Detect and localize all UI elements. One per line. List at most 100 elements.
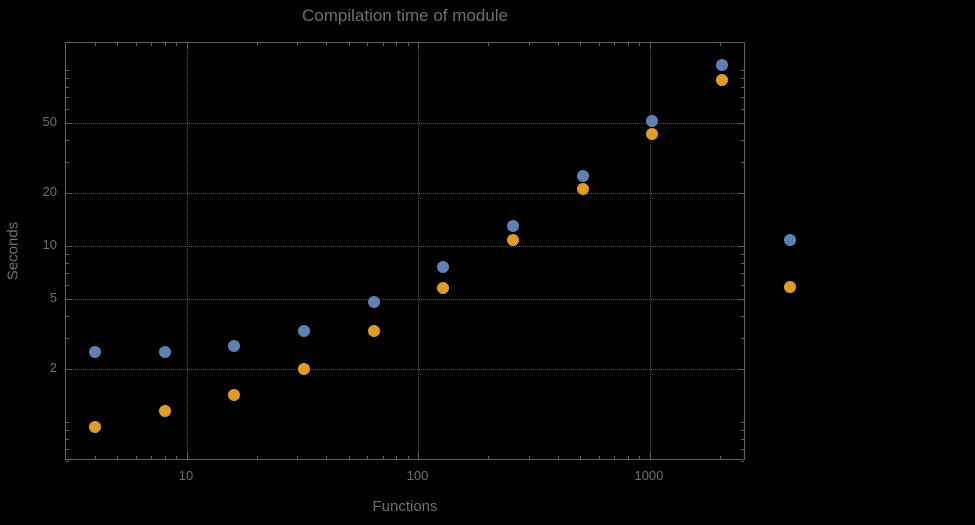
x-tick-mark	[382, 456, 384, 459]
y-tick-mark	[66, 298, 72, 300]
y-tick-mark	[738, 122, 744, 124]
data-point-series-2-orange	[506, 233, 519, 246]
x-tick-mark	[557, 456, 559, 459]
x-tick-mark	[348, 43, 350, 46]
x-tick-mark	[598, 456, 600, 459]
y-tick-mark	[66, 449, 69, 451]
y-tick-mark	[741, 69, 744, 71]
data-point-series-2-orange	[437, 281, 450, 294]
x-tick-mark	[488, 456, 490, 459]
y-tick-mark	[66, 108, 69, 110]
data-point-series-1-blue	[437, 260, 450, 273]
y-tick-mark	[66, 273, 69, 275]
x-tick-mark	[418, 453, 420, 459]
x-tick-mark	[326, 456, 328, 459]
data-point-series-1-blue	[367, 295, 380, 308]
y-tick-mark	[66, 253, 69, 255]
x-tick-mark	[151, 456, 153, 459]
y-tick-label: 20	[42, 183, 57, 199]
x-tick-label: 1000	[634, 468, 664, 483]
x-tick-mark	[117, 456, 119, 459]
x-tick-mark	[94, 43, 96, 46]
x-tick-mark	[528, 43, 530, 46]
y-tick-mark	[741, 139, 744, 141]
x-tick-mark	[407, 43, 409, 46]
x-tick-mark	[297, 43, 299, 46]
gridline-horizontal	[66, 122, 744, 124]
y-tick-mark	[738, 192, 744, 194]
x-tick-mark	[528, 456, 530, 459]
data-point-series-2-orange	[158, 405, 171, 418]
x-tick-mark	[396, 43, 398, 46]
y-tick-mark	[66, 86, 69, 88]
x-tick-mark	[639, 456, 641, 459]
x-tick-mark	[614, 456, 616, 459]
y-tick-mark	[741, 449, 744, 451]
y-tick-mark	[741, 284, 744, 286]
data-point-series-1-blue	[716, 58, 728, 71]
y-tick-mark	[741, 161, 744, 163]
y-tick-mark	[66, 262, 69, 264]
gridline-vertical	[187, 43, 189, 459]
y-tick-mark	[66, 368, 72, 370]
data-point-series-2-orange	[576, 183, 589, 196]
x-tick-mark	[348, 456, 350, 459]
y-tick-label: 5	[49, 289, 57, 305]
y-tick-mark	[741, 273, 744, 275]
x-tick-mark	[176, 43, 178, 46]
y-tick-mark	[66, 97, 69, 99]
x-tick-mark	[649, 43, 651, 49]
gridline-vertical	[418, 43, 420, 459]
x-tick-mark	[367, 43, 369, 46]
legend-marker-series-2	[784, 281, 796, 293]
data-point-series-1-blue	[228, 339, 241, 352]
x-tick-mark	[164, 43, 166, 46]
x-tick-mark	[627, 43, 629, 46]
y-tick-label: 50	[42, 113, 57, 129]
x-tick-mark	[367, 456, 369, 459]
y-tick-mark	[738, 298, 744, 300]
x-tick-mark	[187, 43, 189, 49]
gridline-horizontal	[66, 245, 744, 247]
y-tick-mark	[66, 315, 69, 317]
data-point-series-2-orange	[297, 362, 310, 375]
y-tick-mark	[66, 139, 69, 141]
x-tick-mark	[151, 43, 153, 46]
x-tick-mark	[135, 43, 137, 46]
y-tick-mark	[66, 284, 69, 286]
x-tick-mark	[117, 43, 119, 46]
x-tick-label: 10	[178, 468, 194, 483]
data-point-series-2-orange	[646, 128, 659, 141]
y-tick-mark	[741, 97, 744, 99]
y-tick-mark	[741, 253, 744, 255]
data-point-series-2-orange	[88, 420, 101, 433]
x-tick-mark	[256, 43, 258, 46]
x-tick-mark	[187, 453, 189, 459]
y-tick-mark	[738, 368, 744, 370]
y-tick-mark	[66, 245, 72, 247]
y-tick-mark	[741, 262, 744, 264]
x-tick-mark	[649, 453, 651, 459]
y-tick-mark	[741, 77, 744, 79]
data-point-series-1-blue	[506, 219, 519, 232]
x-tick-mark	[176, 456, 178, 459]
chart-title: Compilation time of module	[302, 6, 508, 25]
x-tick-mark	[580, 456, 582, 459]
x-tick-mark	[164, 456, 166, 459]
x-tick-mark	[418, 43, 420, 49]
y-tick-mark	[741, 429, 744, 431]
y-tick-mark	[66, 192, 72, 194]
y-tick-label: 10	[42, 236, 57, 252]
y-tick-mark	[741, 337, 744, 339]
y-tick-mark	[738, 245, 744, 247]
x-tick-mark	[639, 43, 641, 46]
y-tick-mark	[66, 421, 69, 423]
x-tick-mark	[614, 43, 616, 46]
x-tick-mark	[719, 456, 721, 459]
y-tick-mark	[741, 421, 744, 423]
gridline-horizontal	[66, 192, 744, 194]
gridline-vertical	[649, 43, 651, 459]
plot-area	[65, 42, 745, 462]
y-tick-mark	[741, 108, 744, 110]
